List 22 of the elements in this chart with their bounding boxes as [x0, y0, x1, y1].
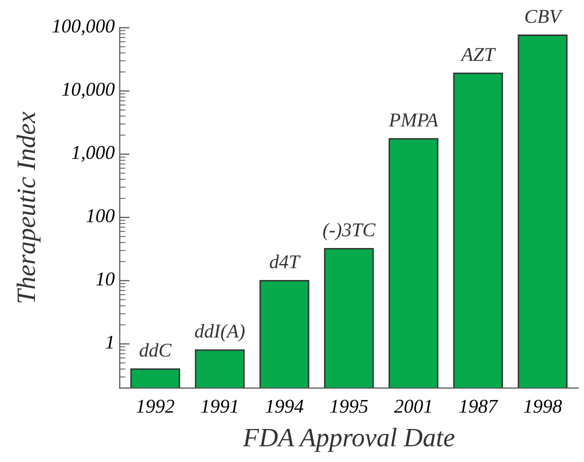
annotation: ddC — [140, 343, 172, 357]
x-axis-title: FDA Approval Date — [242, 428, 454, 452]
annotation: d4T — [270, 254, 301, 268]
annotation: PMPA — [388, 114, 438, 126]
y-tick-label: 10,000 — [62, 82, 115, 99]
annotation: (-)3TC — [323, 222, 376, 240]
x-tick-label: 1998 — [524, 400, 562, 413]
x-tick-label: 2001 — [394, 400, 431, 413]
y-tick-label: 100 — [86, 209, 115, 222]
y-tick-label: 1,000 — [72, 146, 115, 162]
x-tick-label: 1992 — [136, 400, 174, 413]
y-tick-label: 1 — [106, 336, 113, 349]
x-tick-label: 1995 — [330, 400, 368, 413]
annotation: AZT — [460, 48, 496, 61]
y-axis-title: Therapeutic Index — [16, 112, 41, 303]
y-tick-label: 10 — [96, 272, 115, 286]
x-tick-label: 1991 — [201, 400, 238, 413]
x-tick-label: 1994 — [266, 400, 304, 413]
y-tick-label: 100,000 — [52, 19, 115, 36]
annotation: CBV — [525, 10, 563, 24]
annotation: ddI(A) — [195, 324, 245, 342]
x-tick-label: 1987 — [459, 400, 498, 413]
